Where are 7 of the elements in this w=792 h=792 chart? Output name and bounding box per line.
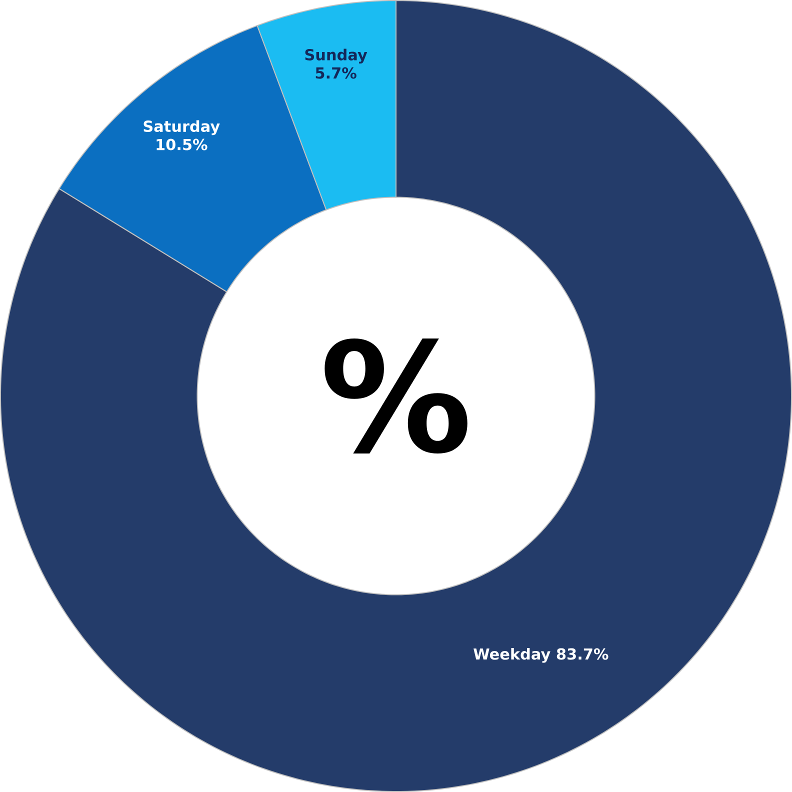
text: % bbox=[324, 338, 468, 454]
slice-label: Sunday bbox=[305, 48, 368, 64]
data-label: 10.5% bbox=[156, 138, 208, 150]
slice-label: Weekday bbox=[474, 648, 550, 663]
data-label: 5.7% bbox=[316, 67, 356, 79]
slice-label: Saturday bbox=[144, 120, 220, 136]
data-label: 83.7% bbox=[556, 648, 608, 660]
